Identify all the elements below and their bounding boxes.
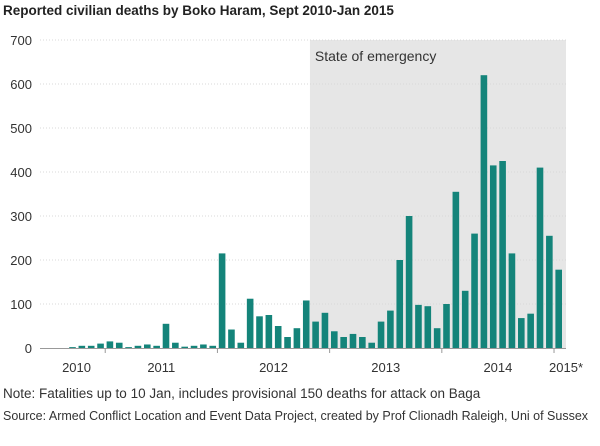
bar xyxy=(69,347,76,348)
bar xyxy=(415,304,422,348)
bar xyxy=(546,235,553,348)
x-tick-label: 2011 xyxy=(147,360,175,375)
bar xyxy=(106,341,114,348)
bar-chart: State of emergency 0 100 200 300 400 500 600 70… xyxy=(10,33,583,375)
bar xyxy=(321,312,329,348)
bar xyxy=(405,216,413,348)
bar xyxy=(125,347,132,348)
y-tick-label: 300 xyxy=(10,209,32,224)
bar xyxy=(87,345,95,348)
y-tick-label: 0 xyxy=(25,341,32,356)
bar xyxy=(78,345,86,348)
bar xyxy=(293,328,301,348)
bar xyxy=(331,331,338,348)
bar xyxy=(527,313,534,348)
bar xyxy=(97,343,104,348)
bar xyxy=(265,315,273,348)
x-tick-label: 2010 xyxy=(62,360,91,375)
bar xyxy=(443,304,450,348)
bar xyxy=(256,316,263,348)
bar xyxy=(461,290,469,348)
bars xyxy=(69,75,562,348)
y-tick-label: 400 xyxy=(10,165,32,180)
x-tick-label: 2014 xyxy=(483,360,512,375)
y-gridlines xyxy=(40,39,566,305)
x-tick-label: 2015* xyxy=(549,360,583,375)
bar xyxy=(134,345,142,348)
bar xyxy=(181,346,188,348)
bar xyxy=(228,329,235,348)
bar xyxy=(172,342,179,348)
bar xyxy=(499,161,506,348)
bar xyxy=(209,345,217,348)
y-tick-label: 600 xyxy=(10,77,32,92)
bar xyxy=(396,260,404,348)
bar xyxy=(153,345,160,348)
x-tick-label: 2012 xyxy=(259,360,288,375)
y-tick-label: 200 xyxy=(10,253,32,268)
bar xyxy=(518,318,525,348)
footnote: Note: Fatalities up to 10 Jan, includes … xyxy=(3,386,481,401)
bar xyxy=(115,342,123,348)
bar xyxy=(284,337,291,348)
source-credit: Source: Armed Conflict Location and Even… xyxy=(3,409,589,423)
bar xyxy=(489,165,497,348)
y-tick-label: 100 xyxy=(10,297,32,312)
bar xyxy=(536,167,544,348)
y-tick-label: 700 xyxy=(10,33,32,48)
bar xyxy=(433,328,441,348)
bar xyxy=(246,298,254,348)
bar xyxy=(302,300,310,348)
bar xyxy=(312,321,319,348)
bar xyxy=(218,253,226,348)
bar xyxy=(508,253,516,348)
y-tick-label: 500 xyxy=(10,121,32,136)
bar xyxy=(387,310,394,348)
bar xyxy=(359,337,366,348)
bar xyxy=(237,342,245,348)
bar xyxy=(144,344,151,348)
bar xyxy=(349,333,357,348)
state-of-emergency-label: State of emergency xyxy=(315,48,436,64)
y-axis-tick-labels: 0 100 200 300 400 500 600 700 xyxy=(10,33,32,356)
x-axis-tick-labels: 2010 2011 2012 2013 2014 2015* xyxy=(62,348,583,375)
bar xyxy=(190,345,198,348)
bar xyxy=(452,191,460,348)
state-of-emergency-shading xyxy=(309,40,566,348)
chart-title: Reported civilian deaths by Boko Haram, … xyxy=(3,3,394,18)
bar xyxy=(480,75,488,348)
bar xyxy=(340,337,347,348)
x-tick-label: 2013 xyxy=(371,360,400,375)
bar xyxy=(377,321,385,348)
bar xyxy=(424,306,432,348)
bar xyxy=(274,326,282,348)
bar xyxy=(200,344,207,348)
bar xyxy=(471,233,478,348)
bar xyxy=(368,342,375,348)
bar xyxy=(555,269,562,348)
bar xyxy=(162,323,170,348)
